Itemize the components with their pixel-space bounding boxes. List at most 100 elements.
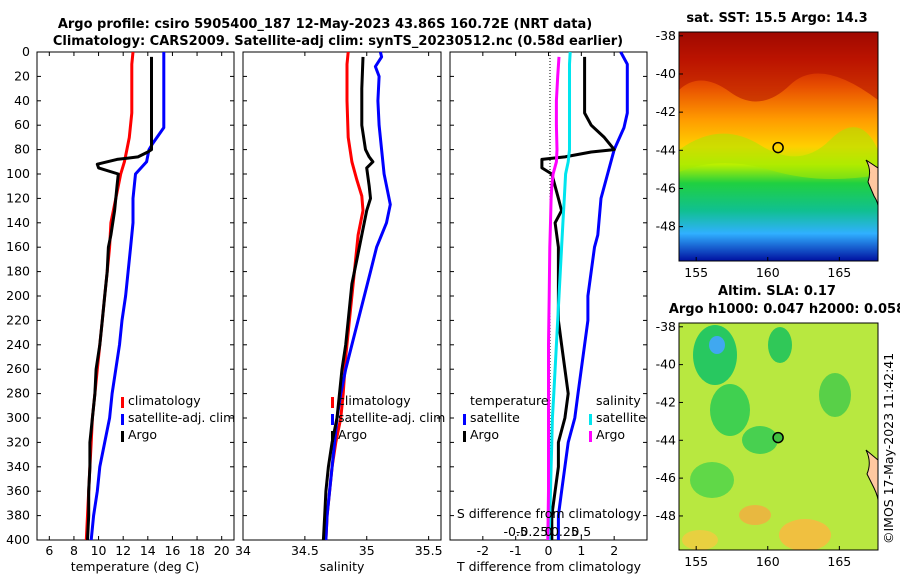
series-line-argo bbox=[321, 56, 375, 541]
series-line-argo bbox=[86, 56, 153, 541]
legend-swatch-t-argo bbox=[463, 431, 466, 442]
s-tick-label: -0.5 bbox=[503, 524, 527, 539]
legend-label-climatology: climatology bbox=[338, 393, 411, 408]
temperature-legend: climatology satellite-adj. clim Argo bbox=[121, 393, 235, 442]
depth-tick-label: 120 bbox=[6, 190, 30, 205]
sst-argo-location-marker bbox=[772, 141, 784, 154]
depth-tick-label: 100 bbox=[6, 166, 30, 181]
x-tick-label: 14 bbox=[140, 543, 156, 558]
sla-low-patch bbox=[819, 373, 851, 417]
depth-tick-label: 380 bbox=[6, 508, 30, 523]
x-tick-label: 0 bbox=[545, 543, 553, 558]
legend-swatch-satellite bbox=[331, 414, 334, 425]
depth-tick-label: 360 bbox=[6, 483, 30, 498]
sst-map-frame bbox=[678, 31, 879, 262]
difference-legend: temperature satellite Argo salinity sate… bbox=[463, 393, 646, 442]
s-difference-xlabel: S difference from climatology bbox=[457, 506, 642, 521]
sla-high-patch bbox=[779, 519, 831, 550]
sla-map-title-line1: Altim. SLA: 0.17 bbox=[718, 284, 836, 299]
legend-label-climatology: climatology bbox=[128, 393, 201, 408]
legend-swatch-argo bbox=[331, 431, 334, 442]
map-lon-label: 165 bbox=[827, 554, 851, 569]
x-tick-label: 34.5 bbox=[291, 543, 319, 558]
sst-map-title: sat. SST: 15.5 Argo: 14.3 bbox=[686, 11, 867, 26]
sla-map-frame bbox=[678, 322, 879, 551]
sst-front-patch bbox=[679, 127, 878, 179]
new-zealand-coast bbox=[865, 159, 878, 215]
sla-low-patch bbox=[690, 462, 734, 498]
depth-tick-label: 340 bbox=[6, 459, 30, 474]
x-tick-label: 1 bbox=[577, 543, 585, 558]
x-tick-label: 35.5 bbox=[415, 543, 443, 558]
series-line-s-argo bbox=[546, 56, 561, 541]
legend-swatch-satellite bbox=[121, 414, 124, 425]
sst-map: sat. SST: 15.5 Argo: 14.3 155 160 165 -38 -4… bbox=[656, 11, 879, 280]
map-lat-label: -38 bbox=[656, 319, 676, 334]
map-lat-label: -46 bbox=[656, 470, 676, 485]
temperature-xlabel: temperature (deg C) bbox=[71, 559, 200, 574]
legend-title-temperature: temperature bbox=[470, 393, 549, 408]
depth-tick-label: 0 bbox=[22, 44, 30, 59]
map-lon-label: 155 bbox=[684, 554, 708, 569]
legend-swatch-climatology bbox=[331, 397, 334, 408]
sla-high-patch bbox=[739, 505, 771, 525]
legend-label-t-argo: Argo bbox=[470, 427, 499, 442]
x-tick-label: 2 bbox=[610, 543, 618, 558]
x-tick-label: -1 bbox=[509, 543, 521, 558]
copyright-stamp: ©IMOS 17-May-2023 11:42:41 bbox=[881, 353, 896, 544]
salinity-xlabel: salinity bbox=[320, 559, 365, 574]
salinity-axes-frame bbox=[242, 51, 442, 541]
legend-swatch-s-satellite bbox=[589, 414, 592, 425]
depth-tick-label: 280 bbox=[6, 386, 30, 401]
x-tick-label: 20 bbox=[214, 543, 230, 558]
new-zealand-coast bbox=[865, 449, 878, 510]
x-tick-label: 18 bbox=[189, 543, 205, 558]
sla-low-patch bbox=[693, 325, 737, 385]
x-tick-label: 34 bbox=[235, 543, 251, 558]
sla-low-patch bbox=[768, 327, 792, 363]
depth-tick-label: 140 bbox=[6, 215, 30, 230]
legend-label-satellite: satellite-adj. clim bbox=[338, 410, 445, 425]
map-lon-label: 165 bbox=[827, 265, 851, 280]
map-lat-label: -40 bbox=[656, 357, 676, 372]
legend-swatch-argo bbox=[121, 431, 124, 442]
map-lat-label: -40 bbox=[656, 66, 676, 81]
x-tick-label: 16 bbox=[164, 543, 180, 558]
sla-high-patch bbox=[682, 530, 718, 550]
series-line-s-satellite bbox=[547, 51, 572, 541]
series-line-t-argo bbox=[540, 56, 616, 540]
x-tick-label: 12 bbox=[115, 543, 131, 558]
sla-low-patch bbox=[710, 384, 750, 436]
depth-tick-label: 20 bbox=[14, 68, 30, 83]
map-lon-label: 160 bbox=[756, 554, 780, 569]
legend-label-t-satellite: satellite bbox=[470, 410, 520, 425]
series-line-t-satellite bbox=[556, 51, 629, 540]
map-lat-label: -48 bbox=[656, 219, 676, 234]
legend-swatch-climatology bbox=[121, 397, 124, 408]
sla-low-patch bbox=[742, 426, 778, 454]
temperature-panel: 6 8 10 12 14 16 18 20 temperature (deg C) clima… bbox=[36, 51, 235, 574]
depth-tick-label: 300 bbox=[6, 410, 30, 425]
x-tick-label: 8 bbox=[70, 543, 78, 558]
salinity-legend: climatology satellite-adj. clim Argo bbox=[331, 393, 445, 442]
depth-tick-label: 60 bbox=[14, 117, 30, 132]
map-lat-label: -46 bbox=[656, 180, 676, 195]
depth-tick-label: 240 bbox=[6, 337, 30, 352]
figure-title-line1: Argo profile: csiro 5905400_187 12-May-2… bbox=[58, 17, 592, 32]
s-tick-label: 0.5 bbox=[571, 524, 591, 539]
x-tick-label: 35 bbox=[359, 543, 375, 558]
map-lat-label: -48 bbox=[656, 508, 676, 523]
depth-tick-label: 180 bbox=[6, 264, 30, 279]
figure-title-line2: Climatology: CARS2009. Satellite-adj cli… bbox=[53, 34, 623, 49]
map-lat-label: -44 bbox=[656, 142, 676, 157]
map-lon-label: 155 bbox=[684, 265, 708, 280]
x-tick-label: 6 bbox=[45, 543, 53, 558]
map-lon-label: 160 bbox=[756, 265, 780, 280]
map-lat-label: -44 bbox=[656, 432, 676, 447]
depth-tick-label: 200 bbox=[6, 288, 30, 303]
t-difference-xlabel: T difference from climatology bbox=[456, 559, 642, 574]
depth-axis: 0 20 40 60 80 100 120 140 160 180 200 220 240 260 280 3… bbox=[6, 44, 30, 547]
